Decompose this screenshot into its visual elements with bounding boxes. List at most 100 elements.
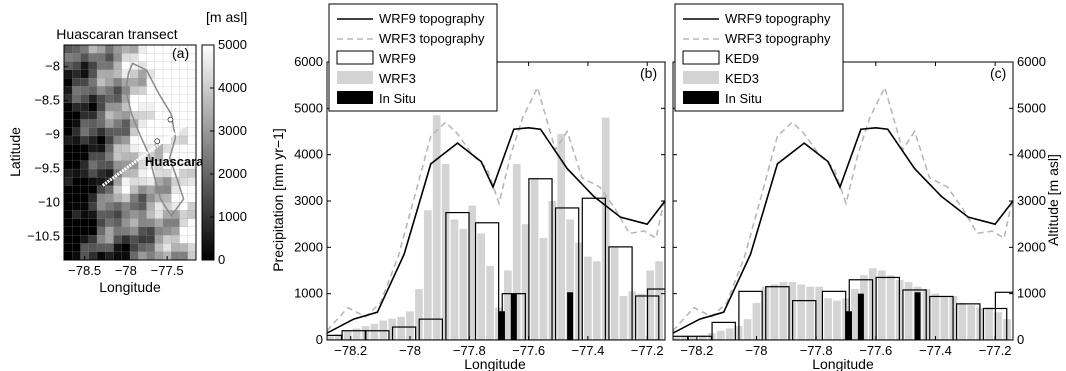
elevation-cell (138, 202, 148, 211)
elevation-cell (162, 185, 172, 195)
elevation-cell (162, 243, 172, 253)
elevation-cell (96, 127, 106, 137)
colorbar-tick-label: 3000 (218, 123, 247, 138)
elevation-cell (129, 45, 139, 54)
elevation-cell (96, 119, 106, 129)
elevation-cell (154, 251, 164, 260)
legend-label: WRF9 topography (379, 11, 485, 26)
elevation-cell (171, 102, 181, 112)
elevation-cell (80, 127, 90, 137)
secondary-bar (851, 289, 859, 340)
secondary-bar (904, 282, 913, 340)
elevation-cell (129, 177, 139, 187)
elevation-cell (154, 53, 164, 63)
elevation-cell (72, 45, 82, 54)
x-tick-label: −78 (745, 343, 767, 358)
elevation-cell (171, 226, 181, 236)
elevation-cell (113, 127, 123, 137)
elevation-cell (64, 202, 73, 211)
colorbar-tick-label: 1000 (218, 209, 247, 224)
elevation-cell (121, 185, 131, 195)
elevation-cell (113, 251, 123, 260)
secondary-bar (815, 286, 824, 340)
elevation-cell (162, 144, 172, 154)
elevation-cell (146, 235, 156, 245)
elevation-cell (171, 218, 181, 228)
elevation-cell (96, 193, 106, 203)
elevation-cell (113, 185, 123, 195)
y-tick-label: 2000 (294, 239, 323, 254)
elevation-cell (187, 210, 196, 220)
elevation-cell (121, 144, 131, 154)
elevation-cell (171, 193, 181, 203)
elevation-cell (129, 202, 139, 211)
elevation-cell (88, 94, 98, 104)
elevation-cell (179, 144, 189, 154)
elevation-cell (146, 243, 156, 253)
elevation-cell (162, 226, 172, 236)
elevation-cell (113, 53, 123, 63)
primary-bar (821, 290, 847, 340)
panel-a: Huascaran transect (a) Huascaran −78.5 −7… (7, 9, 247, 295)
elevation-cell (72, 144, 82, 154)
elevation-cell (129, 251, 139, 260)
elevation-cell (96, 135, 106, 145)
elevation-cell (105, 119, 115, 129)
elevation-cell (154, 235, 164, 245)
elevation-cell (154, 119, 164, 129)
x-tick-label: −78.2 (680, 343, 713, 358)
panel-a-tag: (a) (172, 45, 189, 61)
elevation-cell (64, 144, 73, 154)
elevation-cell (80, 111, 90, 121)
elevation-cell (171, 61, 181, 71)
elevation-cell (88, 185, 98, 195)
legend-label: WRF9 topography (725, 11, 831, 26)
elevation-cell (138, 86, 148, 96)
wrf9-topography-line (673, 126, 1013, 334)
elevation-cell (72, 77, 82, 87)
elevation-cell (105, 185, 115, 195)
y-tick-label: 2000 (1017, 239, 1046, 254)
elevation-cell (113, 202, 123, 211)
elevation-cell (72, 94, 82, 104)
elevation-cell (138, 235, 148, 245)
secondary-bar (504, 270, 512, 340)
secondary-bar (886, 275, 895, 340)
secondary-bar (806, 286, 815, 340)
elevation-cell (138, 69, 148, 79)
elevation-cell (96, 69, 106, 79)
secondary-bar (752, 302, 761, 340)
elevation-cell (154, 61, 164, 71)
elevation-cell (72, 127, 82, 137)
elevation-cell (162, 177, 172, 187)
elevation-cell (105, 226, 115, 236)
legend-swatch-in-situ (683, 91, 719, 104)
elevation-cell (121, 111, 131, 121)
elevation-cell (146, 45, 156, 54)
legend-swatch-secondary-bar (683, 71, 719, 84)
secondary-bar (770, 284, 779, 340)
elevation-cell (129, 94, 139, 104)
elevation-cell (138, 53, 148, 63)
panel-b: −78.2 −78 −77.8 −77.6 −77.4 −77.2 0 1000 2000 30… (270, 3, 666, 371)
elevation-cell (80, 45, 90, 54)
y-tick-label: 6000 (294, 54, 323, 69)
elevation-cell (179, 218, 189, 228)
elevation-cell (129, 218, 139, 228)
elevation-cell (146, 135, 156, 145)
elevation-cell (88, 210, 98, 220)
elevation-cell (138, 177, 148, 187)
elevation-cell (146, 119, 156, 129)
x-tick-label: −77.8 (800, 343, 833, 358)
elevation-cell (88, 152, 98, 162)
elevation-cell (121, 210, 131, 220)
elevation-cell (187, 243, 196, 253)
elevation-cell (96, 61, 106, 71)
panel-c-bars (673, 268, 1013, 340)
elevation-cell (129, 193, 139, 203)
elevation-cell (88, 177, 98, 187)
primary-bar (528, 178, 553, 340)
elevation-cell (179, 111, 189, 121)
elevation-cell (105, 235, 115, 245)
elevation-cell (105, 53, 115, 63)
